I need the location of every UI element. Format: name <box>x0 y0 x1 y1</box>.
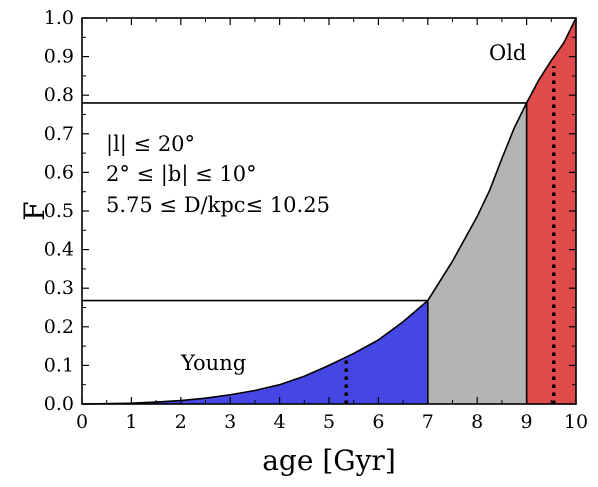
region-boundary-lines <box>426 102 528 404</box>
y-tick-label: 0.5 <box>44 200 74 222</box>
cumulative-curve <box>81 17 577 405</box>
y-tick-label: 0.2 <box>44 316 74 338</box>
y-tick-label: 0.6 <box>44 161 74 183</box>
region-fill-1 <box>427 102 527 405</box>
region-fill-0 <box>82 300 428 404</box>
x-axis-label: age [Gyr] <box>262 444 396 477</box>
x-tick-label: 3 <box>224 411 236 433</box>
selection-latitude: 2° ≤ |b| ≤ 10° <box>106 162 257 187</box>
y-tick-label: 1.0 <box>44 7 74 29</box>
x-tick-label: 1 <box>125 411 137 433</box>
dotted-median-lines <box>344 66 556 404</box>
y-tick-label: 0.0 <box>44 393 74 415</box>
annotation-young: Young <box>180 351 246 375</box>
y-tick-label: 0.9 <box>44 46 74 68</box>
y-tick-label: 0.8 <box>44 84 74 106</box>
x-tick-label: 5 <box>323 411 335 433</box>
y-tick-label: 0.3 <box>44 277 74 299</box>
x-tick-label: 10 <box>564 411 588 433</box>
annotation-old: Old <box>489 41 526 65</box>
x-tick-label: 6 <box>372 411 384 433</box>
region-fill-2 <box>526 18 576 404</box>
region-fills <box>82 18 576 405</box>
y-tick-label: 0.4 <box>44 239 74 261</box>
y-axis-label: F <box>18 201 51 220</box>
x-tick-label: 9 <box>521 411 533 433</box>
x-tick-label: 7 <box>422 411 434 433</box>
x-tick-label: 8 <box>471 411 483 433</box>
x-tick-label: 0 <box>76 411 88 433</box>
x-tick-label: 2 <box>175 411 187 433</box>
y-tick-label: 0.1 <box>44 354 74 376</box>
selection-longitude: |l| ≤ 20° <box>106 132 195 157</box>
axis-ticks: 0 1 2 3 4 5 6 7 8 9 10 0.0 0.1 0.2 0.3 0.4 0.5 0.6 0.7 0.8 0… <box>44 7 588 433</box>
x-tick-label: 4 <box>274 411 286 433</box>
selection-distance: 5.75 ≤ D/kpc≤ 10.25 <box>106 193 330 217</box>
horizontal-reference-lines <box>82 102 527 302</box>
y-tick-label: 0.7 <box>44 123 74 145</box>
